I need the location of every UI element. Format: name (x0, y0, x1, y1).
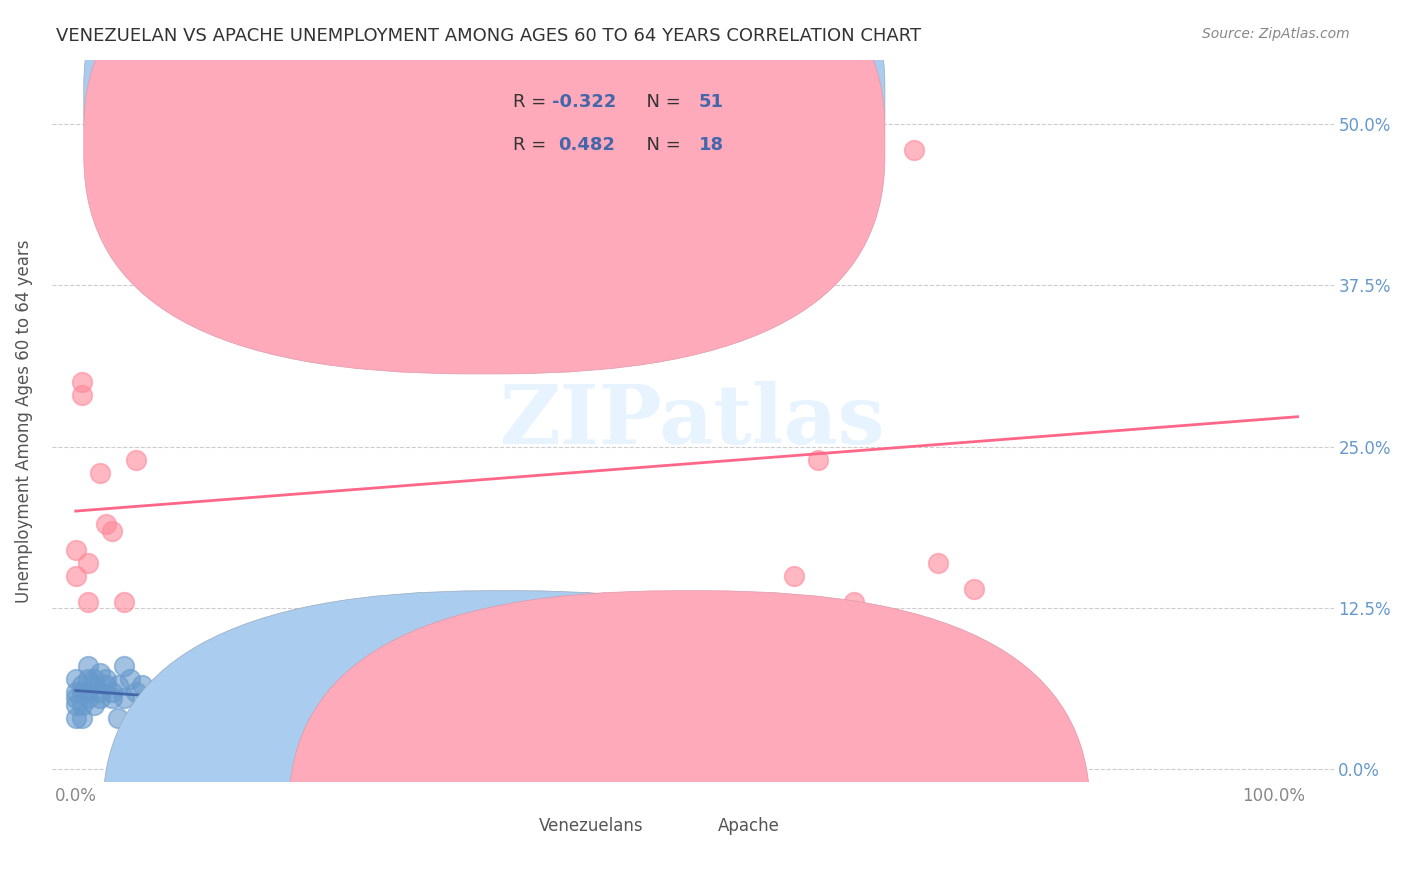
Point (118, 672, 141, 686)
Point (83, 698, 105, 712)
Point (807, 452, 830, 467)
Point (208, 691, 231, 706)
Point (76, 659, 98, 673)
Text: R =: R = (513, 93, 553, 111)
Point (112, 691, 135, 706)
Point (76, 691, 98, 706)
Point (136, 691, 159, 706)
Text: Source: ZipAtlas.com: Source: ZipAtlas.com (1202, 27, 1350, 41)
Point (173, 704, 195, 718)
Point (927, 556, 949, 570)
FancyBboxPatch shape (288, 591, 1090, 892)
Point (89, 665, 111, 680)
Point (89, 685, 111, 699)
Point (65, 691, 87, 706)
Point (142, 711, 165, 725)
Point (76, 672, 98, 686)
Point (160, 691, 183, 706)
Point (76, 685, 98, 699)
Point (963, 582, 986, 596)
Point (328, 698, 350, 712)
Point (364, 704, 387, 718)
Point (76, 556, 98, 570)
Point (269, 698, 291, 712)
Point (844, 594, 866, 608)
Point (65, 568, 87, 582)
Point (131, 678, 153, 692)
Point (304, 711, 326, 725)
Point (65, 698, 87, 712)
Point (423, 711, 446, 725)
Point (76, 594, 98, 608)
Point (70, 375, 93, 389)
Point (83, 678, 105, 692)
Point (245, 678, 267, 692)
Point (83, 672, 105, 686)
Text: N =: N = (636, 136, 686, 153)
Y-axis label: Unemployment Among Ages 60 to 64 years: Unemployment Among Ages 60 to 64 years (15, 239, 32, 603)
Point (112, 594, 135, 608)
Point (70, 711, 93, 725)
Point (124, 452, 146, 467)
Point (723, 156, 745, 170)
Point (903, 143, 925, 157)
Point (112, 659, 135, 673)
Point (65, 672, 87, 686)
Point (94, 672, 117, 686)
Text: Venezuelans: Venezuelans (538, 816, 644, 835)
Point (664, 730, 686, 744)
Point (70, 678, 93, 692)
Point (166, 698, 188, 712)
Point (280, 704, 302, 718)
FancyBboxPatch shape (436, 67, 846, 175)
Text: R =: R = (513, 136, 558, 153)
Point (70, 388, 93, 402)
Point (688, 730, 710, 744)
Point (148, 698, 170, 712)
FancyBboxPatch shape (84, 0, 884, 374)
Text: 0.482: 0.482 (558, 136, 614, 153)
Point (89, 691, 111, 706)
Point (100, 524, 122, 538)
Text: N =: N = (636, 93, 686, 111)
Point (783, 568, 806, 582)
Text: 51: 51 (699, 93, 724, 111)
Point (94, 517, 117, 532)
Point (107, 711, 129, 725)
Point (65, 711, 87, 725)
FancyBboxPatch shape (103, 591, 904, 892)
Point (65, 685, 87, 699)
Point (70, 698, 93, 712)
Point (94, 678, 117, 692)
Point (184, 711, 207, 725)
Point (399, 691, 422, 706)
Point (124, 685, 146, 699)
Point (100, 685, 122, 699)
Point (89, 466, 111, 480)
Text: ZIPatlas: ZIPatlas (501, 381, 886, 461)
Point (155, 685, 177, 699)
Point (70, 685, 93, 699)
Point (100, 691, 122, 706)
Text: VENEZUELAN VS APACHE UNEMPLOYMENT AMONG AGES 60 TO 64 YEARS CORRELATION CHART: VENEZUELAN VS APACHE UNEMPLOYMENT AMONG … (56, 27, 921, 45)
Point (603, 730, 626, 744)
Point (107, 678, 129, 692)
Text: 18: 18 (699, 136, 724, 153)
Text: -0.322: -0.322 (551, 93, 616, 111)
FancyBboxPatch shape (84, 0, 884, 331)
Point (65, 543, 87, 558)
Text: Apache: Apache (718, 816, 780, 835)
Point (232, 672, 254, 686)
